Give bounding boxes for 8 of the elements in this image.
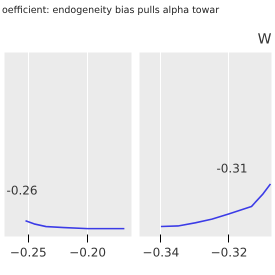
x-tick-label: −0.34 [142, 246, 180, 260]
text: -0.26 [6, 184, 38, 198]
chart-title: oefficient: endogeneity bias pulls alpha towar [2, 4, 220, 18]
x-tick-label: −0.25 [10, 246, 47, 260]
x-tick-label: −0.20 [69, 246, 106, 260]
chart-title: W [258, 32, 272, 48]
x-tick-label: −0.32 [210, 246, 248, 260]
text: -0.31 [216, 162, 248, 176]
